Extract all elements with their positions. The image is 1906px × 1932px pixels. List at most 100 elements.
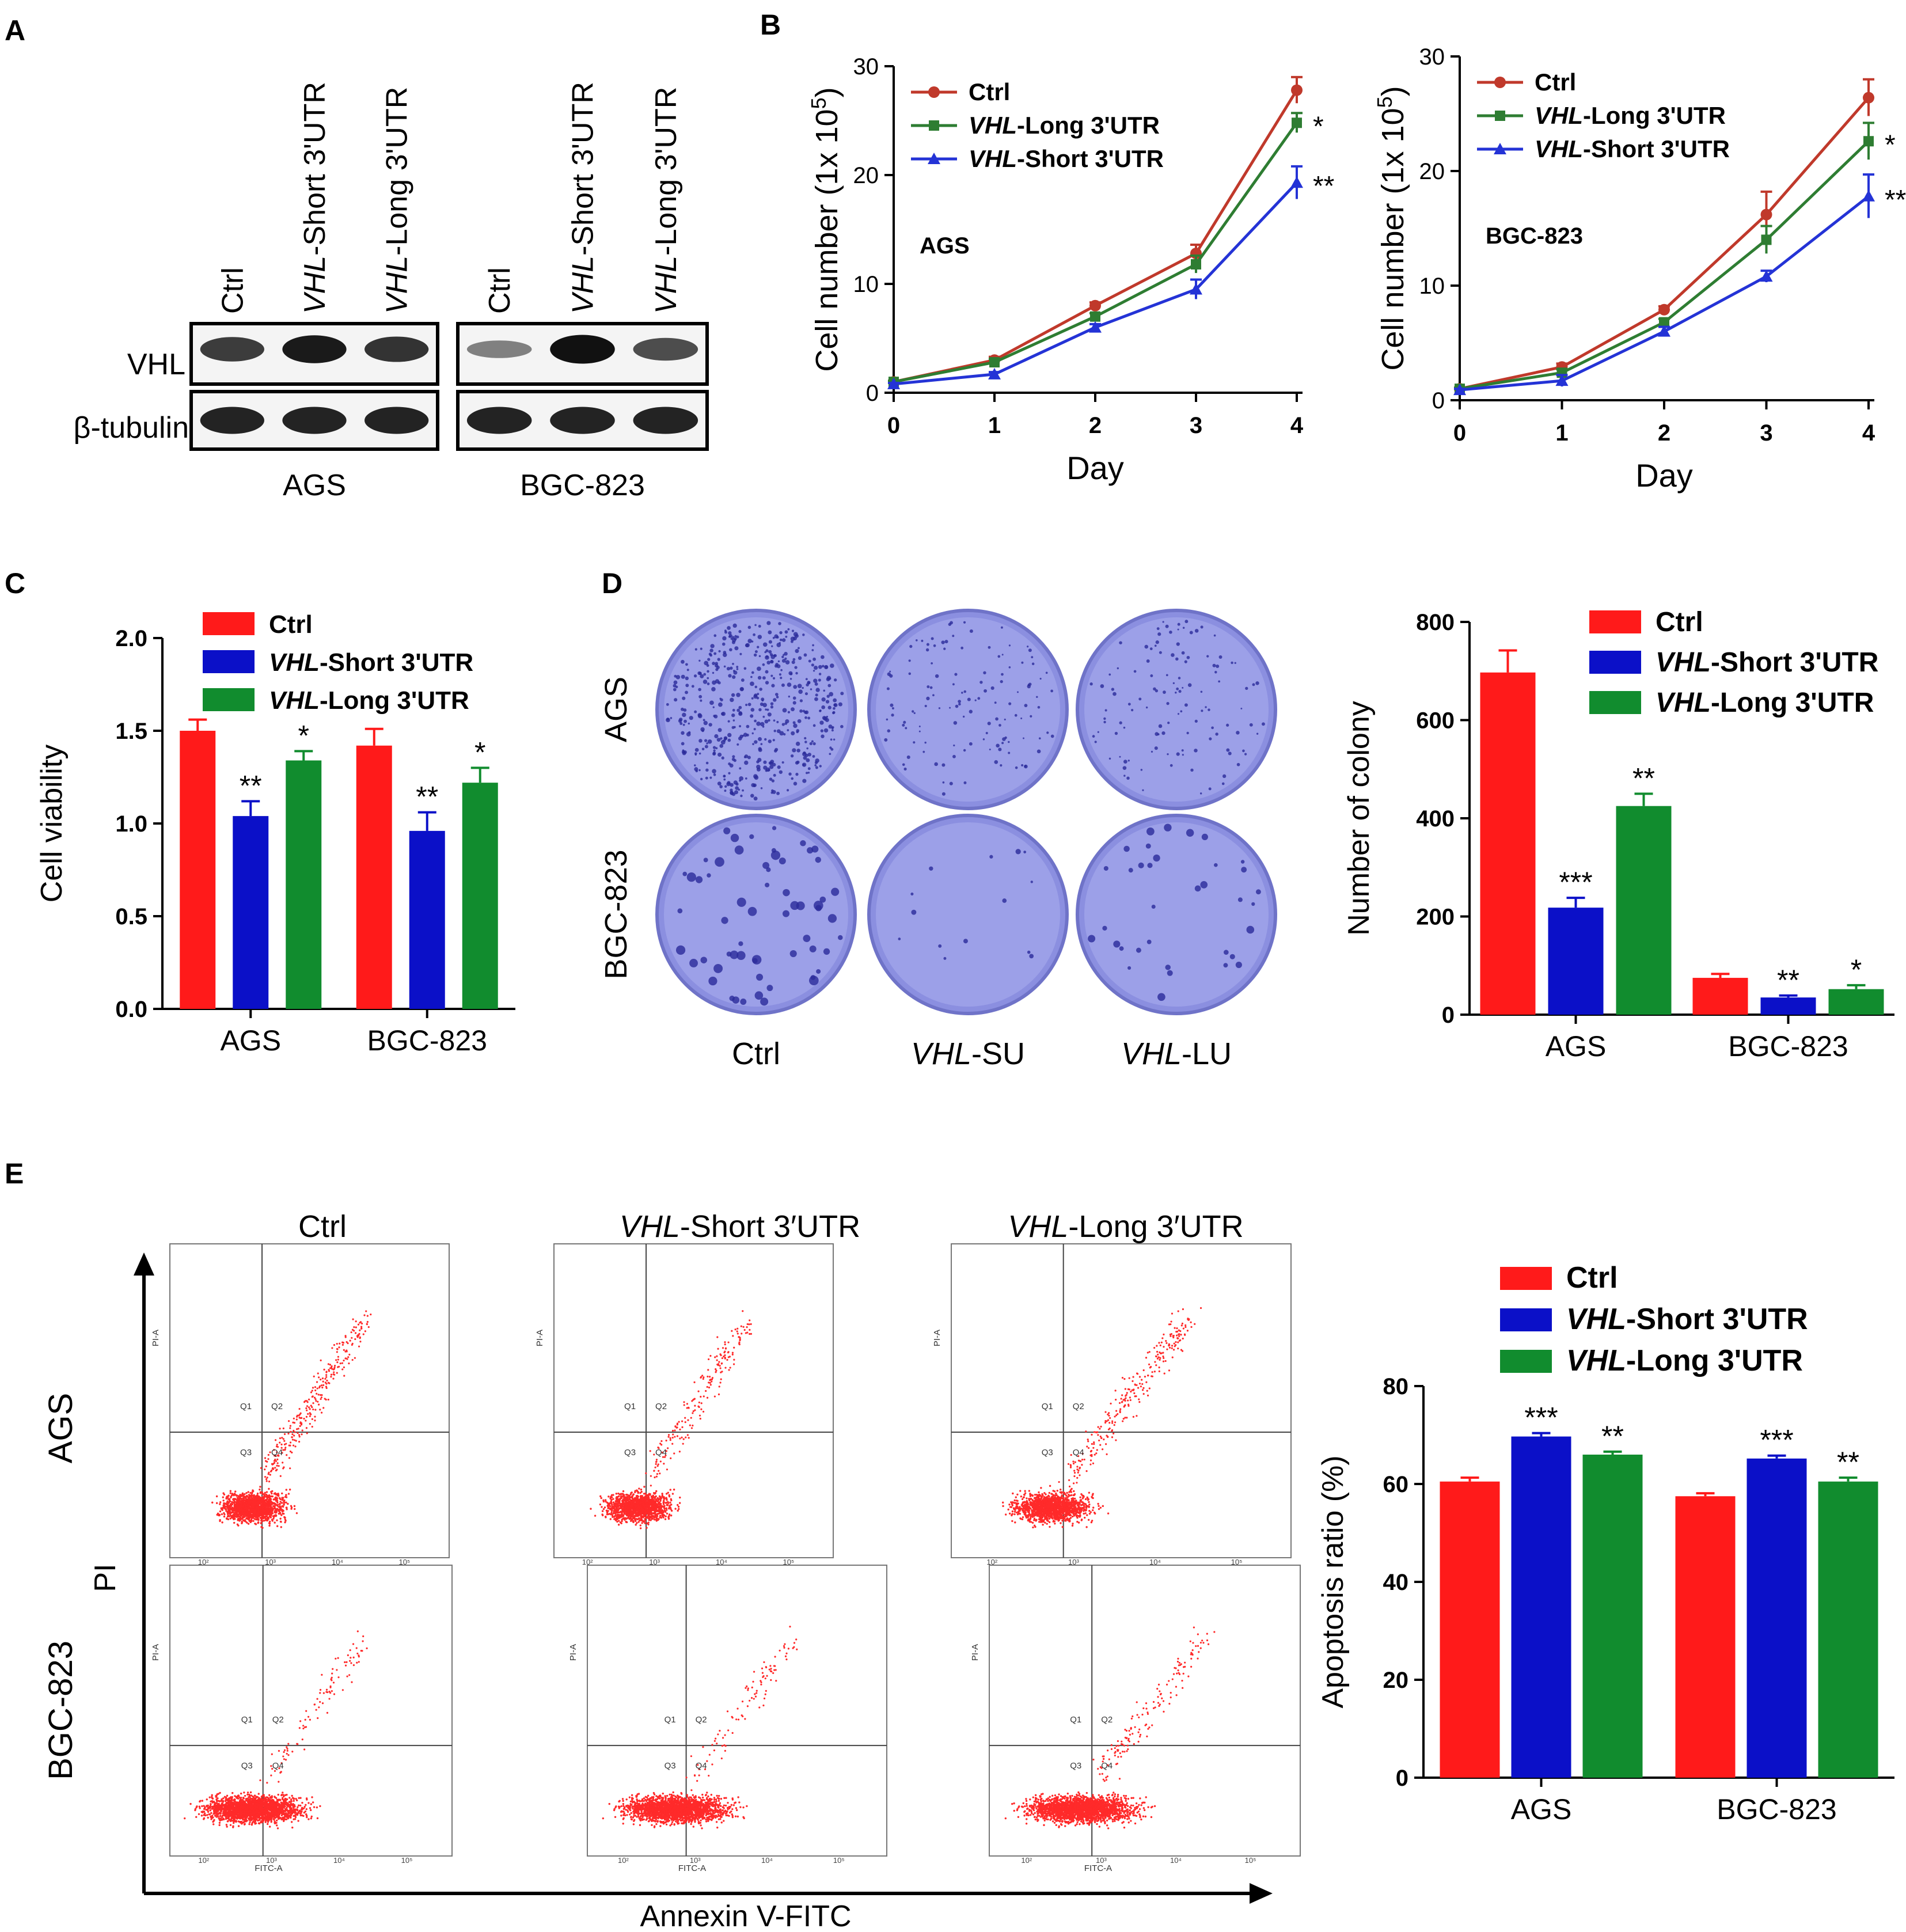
colony-dot — [679, 722, 683, 726]
colony-dot — [1021, 764, 1024, 767]
event-dot — [648, 1494, 650, 1496]
legend-marker-short — [1494, 143, 1506, 154]
colony-dot — [771, 645, 773, 647]
event-dot — [622, 1498, 624, 1501]
event-dot — [646, 1508, 648, 1511]
event-dot — [719, 1367, 722, 1369]
colony-dot — [1251, 902, 1255, 906]
colony-dot — [1249, 723, 1253, 727]
colony-dot — [717, 728, 722, 732]
colony-dot — [730, 697, 734, 703]
event-dot — [266, 1476, 268, 1479]
event-dot — [631, 1496, 633, 1498]
data-point-ctrl — [1089, 299, 1101, 312]
colony-dot — [766, 621, 771, 625]
colony-dot — [736, 668, 739, 670]
colony-dot — [823, 948, 830, 955]
lane-label-name: -Long 3'UTR — [650, 87, 683, 256]
colony-dot — [1103, 717, 1106, 720]
colony-dot — [772, 677, 776, 680]
event-dot — [275, 1514, 277, 1516]
colony-dot — [727, 732, 732, 738]
colony-dot — [838, 702, 842, 707]
data-point-short — [1453, 384, 1466, 396]
event-dot — [718, 1361, 720, 1363]
colony-dot — [1181, 749, 1184, 752]
colony-plate — [655, 814, 857, 1015]
colony-dot — [792, 696, 796, 700]
event-dot — [241, 1509, 244, 1512]
bar-long-AGS — [1582, 1455, 1643, 1778]
event-dot — [310, 1391, 313, 1394]
event-dot — [715, 1371, 717, 1373]
event-dot — [718, 1386, 720, 1388]
event-dot — [632, 1494, 635, 1496]
colony-dot — [908, 672, 912, 675]
legend-name: -Long 3'UTR — [1626, 1344, 1803, 1377]
event-dot — [317, 1400, 319, 1403]
event-dot — [617, 1495, 620, 1498]
event-dot — [225, 1517, 228, 1520]
legend-swatch-ctrl — [1500, 1267, 1552, 1290]
colony-dot — [793, 723, 798, 728]
colony-dot — [1147, 863, 1153, 868]
event-dot — [359, 1329, 361, 1331]
colony-dot — [741, 678, 745, 682]
colony-dot — [685, 690, 689, 694]
event-dot — [654, 1501, 656, 1504]
colony-dot — [758, 625, 761, 628]
colony-dot — [1108, 757, 1111, 760]
event-dot — [639, 1491, 641, 1494]
colony-dot — [1176, 642, 1180, 646]
event-dot — [307, 1406, 310, 1409]
event-dot — [288, 1457, 291, 1459]
colony-dot — [742, 734, 744, 737]
lane-label-prefix: VHL — [650, 256, 683, 314]
event-dot — [291, 1451, 293, 1453]
colony-dot — [1242, 749, 1245, 753]
event-dot — [298, 1434, 301, 1436]
event-dot — [336, 1342, 338, 1345]
event-dot — [590, 1508, 592, 1510]
event-dot — [305, 1427, 308, 1429]
legend-prefix: VHL — [269, 648, 320, 677]
x-tick-label: 2 — [1658, 420, 1670, 446]
colony-dot — [826, 716, 829, 718]
event-dot — [733, 1358, 735, 1361]
legend-swatch-ctrl — [203, 612, 255, 635]
event-dot — [729, 1367, 731, 1369]
colony-dot — [729, 666, 733, 670]
event-dot — [331, 1368, 333, 1370]
colony-dot — [1184, 660, 1187, 663]
plate-inner — [1084, 822, 1269, 1007]
event-dot — [628, 1496, 631, 1498]
event-dot — [285, 1443, 287, 1445]
event-dot — [281, 1452, 283, 1454]
colony-dot — [746, 724, 750, 728]
y-axis-label-sup: 5 — [807, 97, 830, 109]
event-dot — [594, 1515, 597, 1517]
event-dot — [230, 1496, 232, 1499]
y-axis-label: Number of colony — [1342, 701, 1376, 936]
event-dot — [297, 1428, 299, 1430]
event-dot — [229, 1492, 231, 1494]
colony-dot — [728, 634, 732, 638]
colony-dot — [731, 713, 735, 718]
colony-dot — [769, 777, 773, 781]
colony-dot — [1123, 760, 1127, 764]
event-dot — [717, 1348, 719, 1350]
colony-dot — [734, 845, 744, 855]
colony-dot — [1142, 789, 1144, 791]
event-dot — [227, 1508, 230, 1510]
colony-dot — [799, 699, 803, 703]
plate-col-label-name: Ctrl — [732, 1037, 780, 1071]
colony-dot — [969, 709, 973, 713]
colony-dot — [1119, 721, 1122, 724]
event-dot — [250, 1509, 252, 1512]
colony-dot — [772, 739, 775, 742]
event-dot — [316, 1387, 318, 1390]
colony-dot — [1000, 626, 1003, 629]
category-label: AGS — [1546, 1030, 1607, 1062]
legend-label-short: VHL-Short 3'UTR — [1656, 647, 1878, 678]
colony-dot — [750, 675, 753, 678]
